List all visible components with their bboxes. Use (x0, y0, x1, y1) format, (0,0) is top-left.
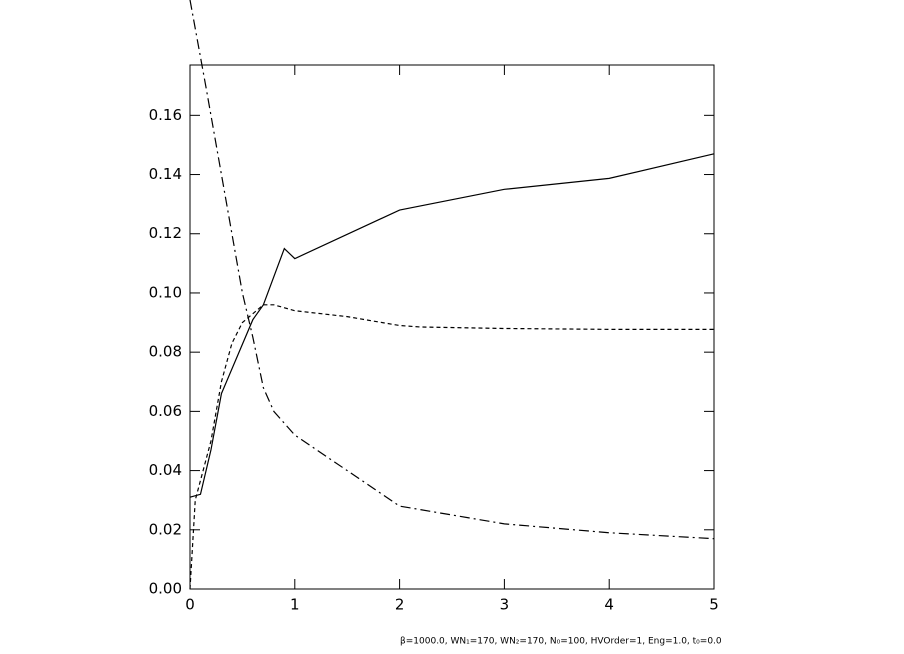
series-line (189, 0, 715, 540)
plot-frame (189, 64, 715, 590)
y-tick-label: 0.02 (149, 520, 182, 538)
x-tick-label: 4 (604, 596, 614, 614)
x-tick-label: 2 (395, 596, 405, 614)
y-tick-label: 0.00 (149, 580, 182, 598)
series-line (189, 304, 714, 590)
y-tick-label: 0.12 (149, 224, 182, 242)
y-tick-label: 0.06 (149, 402, 182, 420)
y-tick-label: 0.14 (149, 165, 182, 183)
x-tick-label: 1 (290, 596, 300, 614)
x-tick-label: 3 (500, 596, 510, 614)
y-tick-label: 0.04 (149, 461, 182, 479)
y-tick-label: 0.16 (149, 106, 182, 124)
series-line (189, 153, 715, 498)
x-tick-label: 0 (185, 596, 195, 614)
y-tick-label: 0.08 (149, 343, 182, 361)
y-tick-label: 0.10 (149, 283, 182, 301)
x-tick-label: 5 (709, 596, 719, 614)
footnote: β=1000.0, WN₁=170, WN₂=170, N₀=100, HVOr… (400, 637, 722, 647)
